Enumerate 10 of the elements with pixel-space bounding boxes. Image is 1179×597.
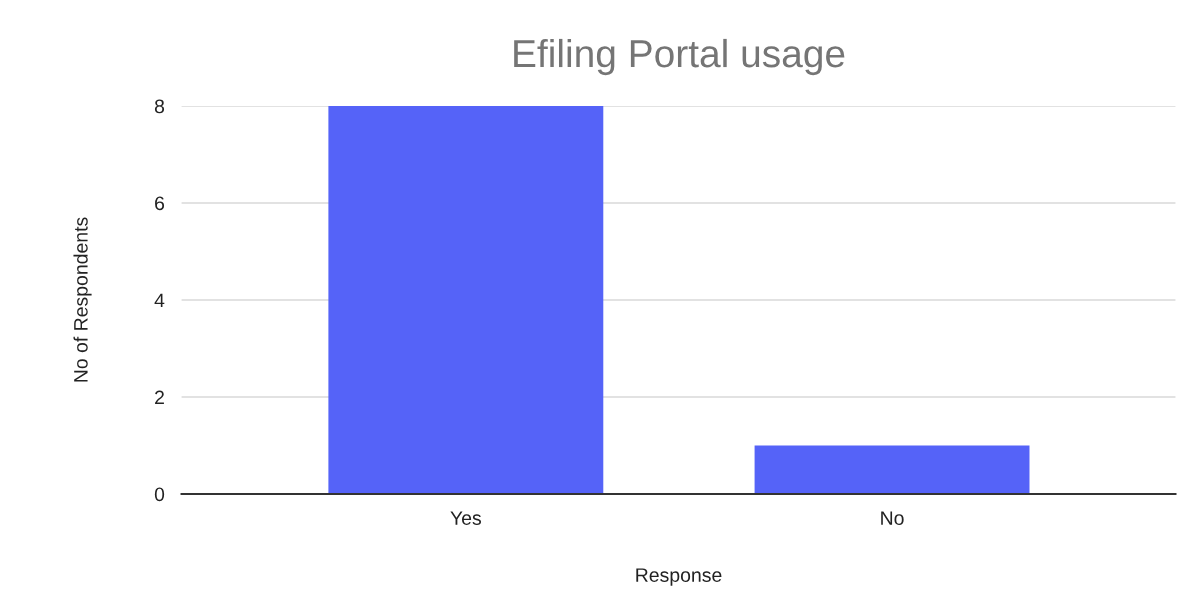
y-tick-label: 0 — [154, 487, 165, 502]
y-tick-label: 4 — [154, 293, 165, 308]
y-tick-label: 8 — [154, 99, 165, 114]
chart-title: Efiling Portal usage — [514, 38, 845, 76]
x-tick-label: Yes — [450, 511, 482, 525]
x-tick-label: No — [881, 511, 904, 525]
x-axis-title: Response — [636, 568, 722, 586]
y-axis-title: No of Respondents — [73, 217, 92, 382]
y-tick-label: 2 — [155, 390, 164, 405]
y-tick-label: 6 — [155, 196, 165, 211]
